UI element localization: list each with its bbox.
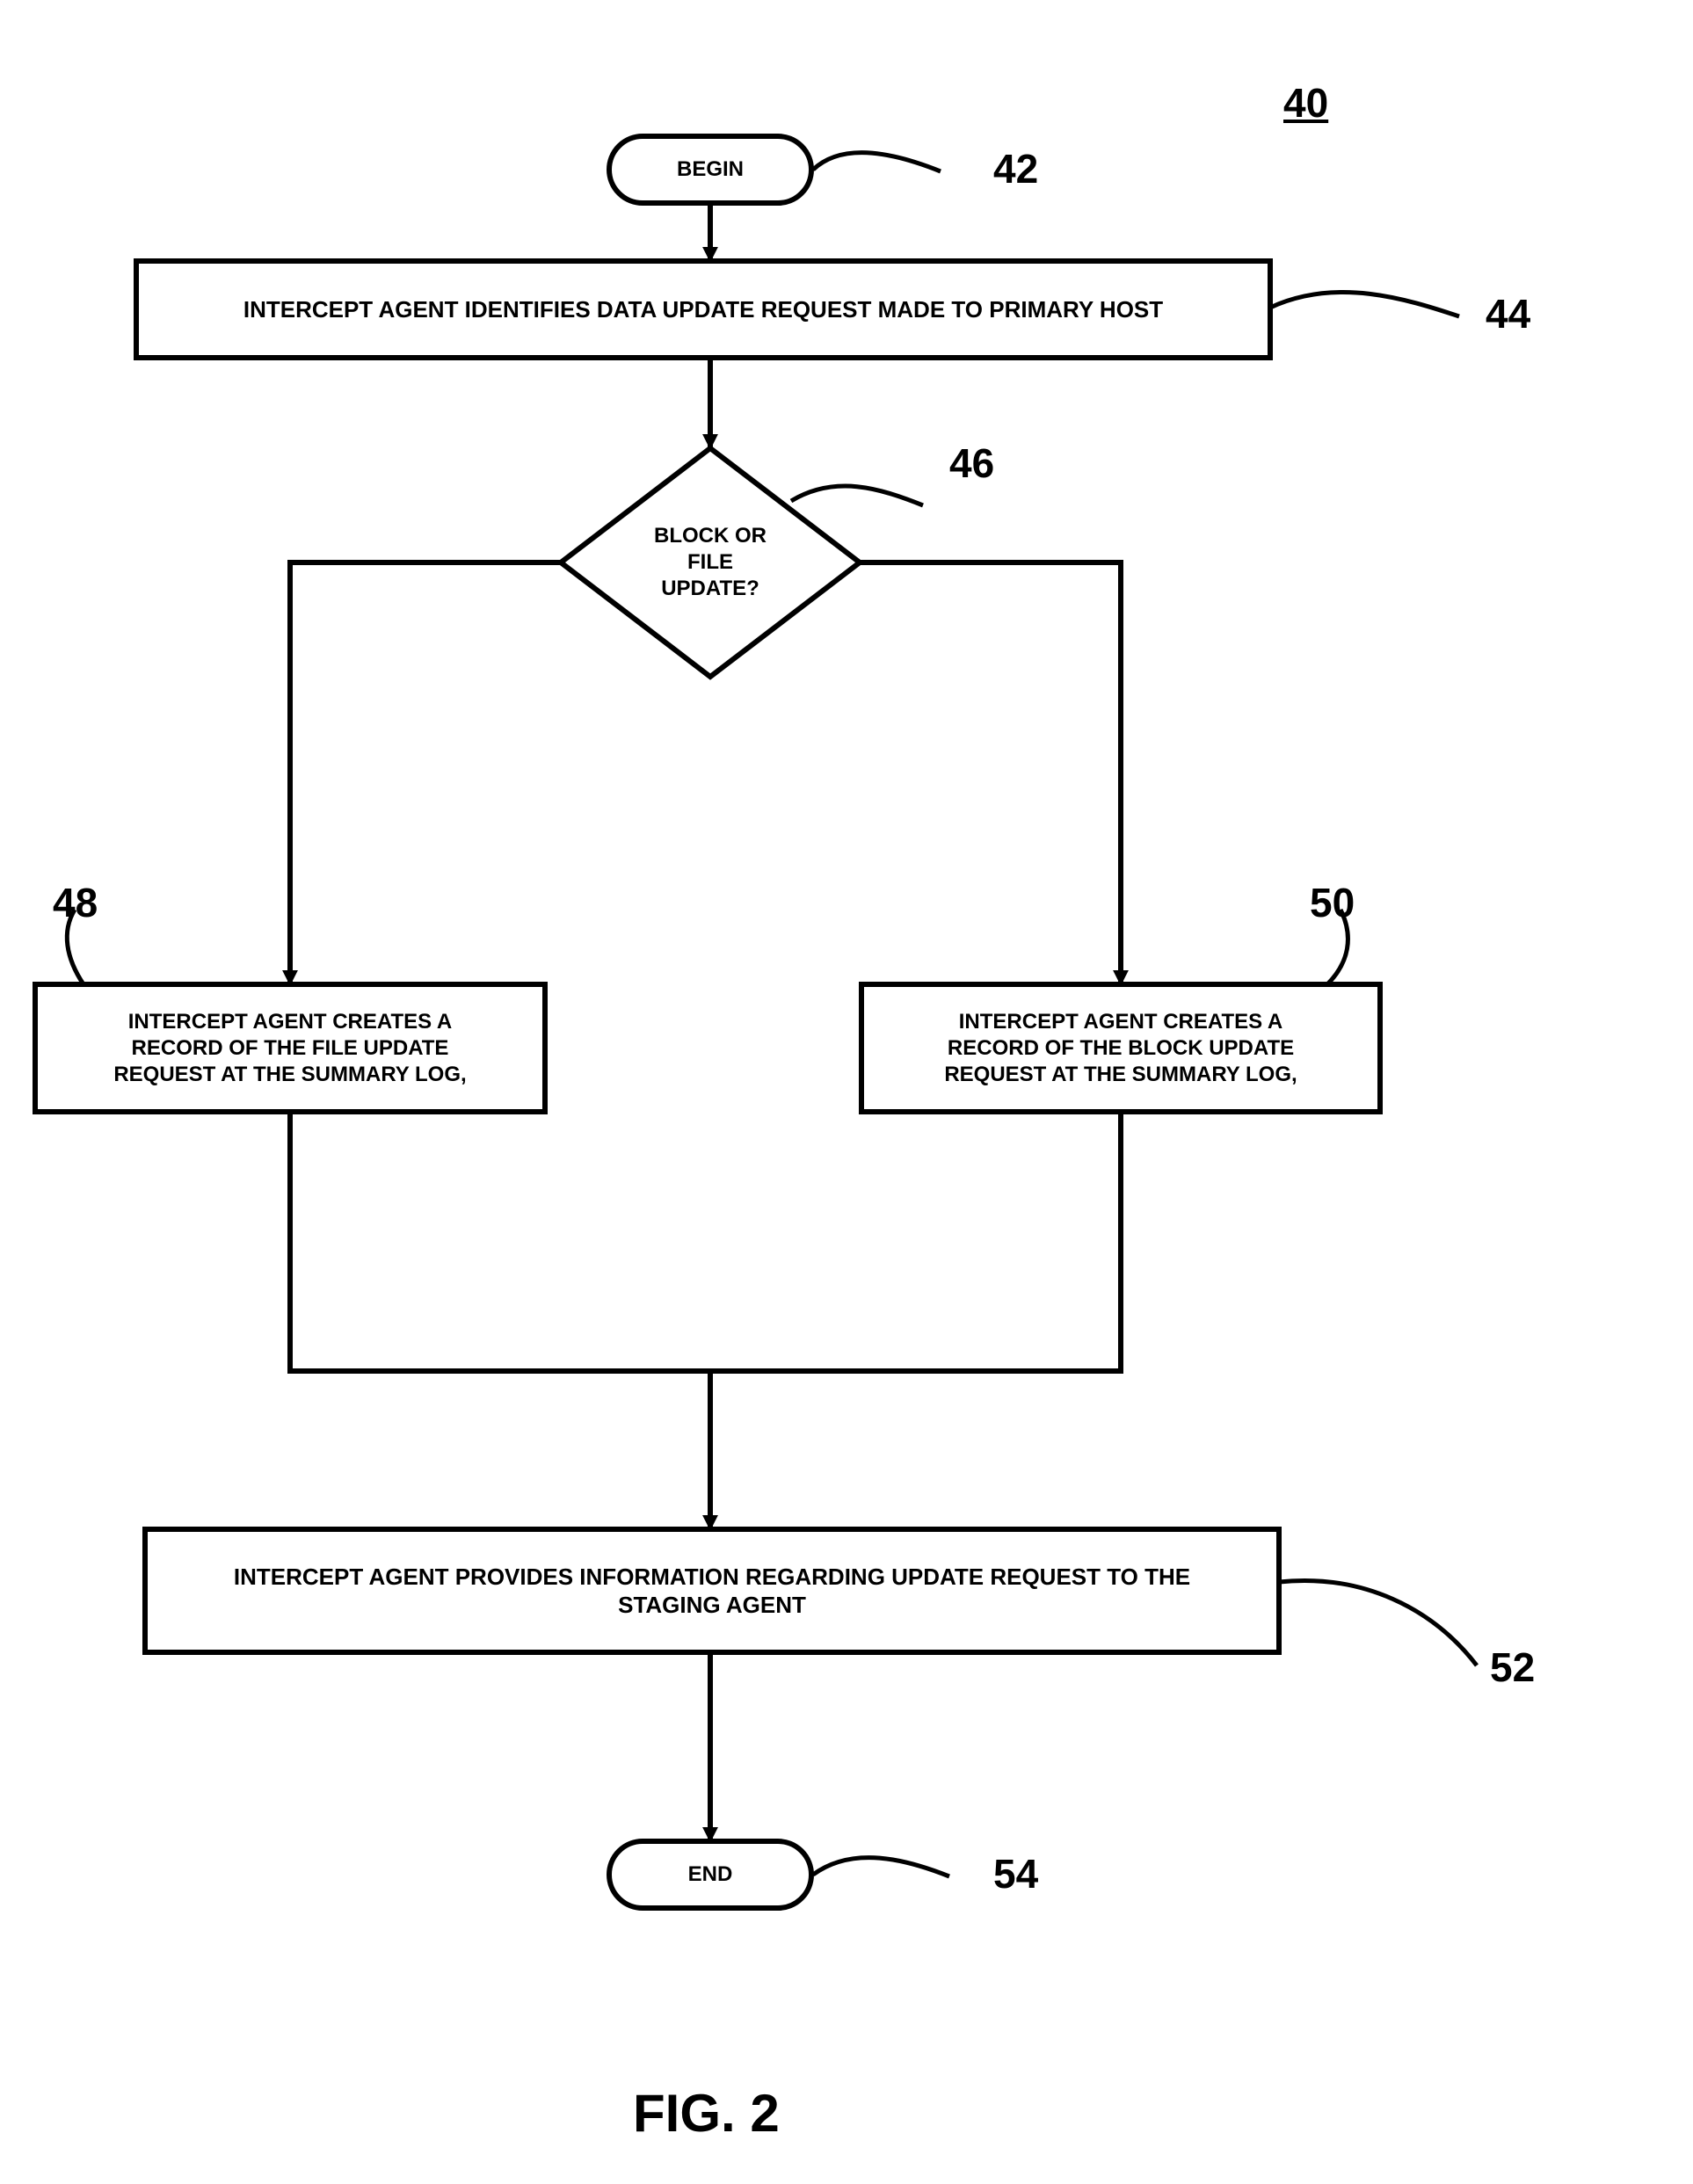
ref-file-rec: 48: [53, 879, 98, 926]
ref-block-rec: 50: [1310, 879, 1355, 926]
flowchart-figure: BEGIN INTERCEPT AGENT IDENTIFIES DATA UP…: [0, 0, 1693, 2184]
terminator-end-label: END: [609, 1841, 811, 1908]
ref-end: 54: [993, 1850, 1038, 1897]
ref-provides: 52: [1490, 1643, 1535, 1691]
ref-identify: 44: [1486, 290, 1530, 337]
process-identify-label: INTERCEPT AGENT IDENTIFIES DATA UPDATE R…: [136, 261, 1270, 358]
process-block-record-label: INTERCEPT AGENT CREATES A RECORD OF THE …: [861, 984, 1380, 1112]
terminator-begin-label: BEGIN: [609, 136, 811, 203]
ref-decision: 46: [949, 439, 994, 487]
figure-ref-40: 40: [1283, 79, 1328, 127]
ref-begin: 42: [993, 145, 1038, 192]
process-provides-info-label: INTERCEPT AGENT PROVIDES INFORMATION REG…: [145, 1529, 1279, 1652]
figure-caption: FIG. 2: [633, 2083, 780, 2144]
decision-block-or-file-label: BLOCK OR FILE UPDATE?: [587, 466, 833, 659]
process-file-record-label: INTERCEPT AGENT CREATES A RECORD OF THE …: [35, 984, 545, 1112]
